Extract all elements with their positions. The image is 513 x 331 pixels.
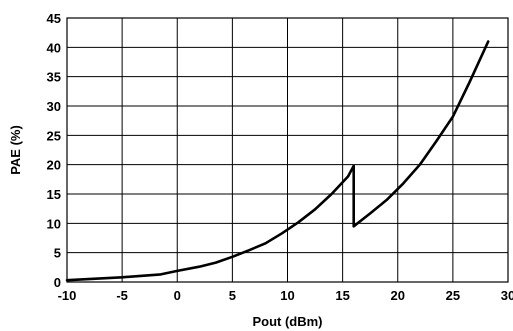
y-tick-label: 5 xyxy=(54,246,61,261)
gridlines xyxy=(66,17,509,283)
plot-area-frame xyxy=(66,17,509,283)
y-tick-label: 45 xyxy=(47,11,61,26)
y-tick-label: 20 xyxy=(47,158,61,173)
y-tick-label: 35 xyxy=(47,70,61,85)
x-tick-label: 0 xyxy=(174,288,181,303)
y-tick-label: 15 xyxy=(47,187,61,202)
x-tick-label: 25 xyxy=(446,288,460,303)
y-axis-title: PAE (%) xyxy=(8,125,23,175)
x-tick-label: 5 xyxy=(229,288,236,303)
x-tick-label: -5 xyxy=(116,288,128,303)
y-tick-label: 40 xyxy=(47,40,61,55)
y-tick-label: 10 xyxy=(47,216,61,231)
y-tick-label: 0 xyxy=(54,275,61,290)
x-tick-label: 10 xyxy=(280,288,294,303)
x-axis-title: Pout (dBm) xyxy=(252,314,322,329)
x-tick-label: -10 xyxy=(58,288,77,303)
x-tick-label: 30 xyxy=(501,288,513,303)
y-axis-tick-labels: 0 5 10 15 20 25 30 35 40 45 xyxy=(47,11,61,290)
x-axis-tick-labels: -10 -5 0 5 10 15 20 25 30 xyxy=(58,288,513,303)
x-tick-label: 15 xyxy=(335,288,349,303)
y-tick-label: 25 xyxy=(47,128,61,143)
pae-series-line xyxy=(65,40,490,282)
y-tick-label: 30 xyxy=(47,99,61,114)
x-tick-label: 20 xyxy=(391,288,405,303)
